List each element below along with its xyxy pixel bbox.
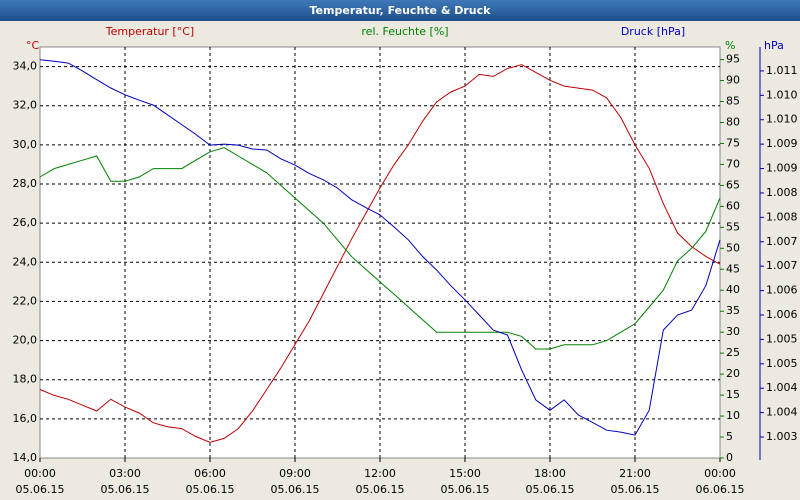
x-tick-label: 15:00: [449, 467, 481, 480]
y3-tick-label: 1.010: [766, 113, 798, 126]
y2-tick-label: 60: [726, 199, 740, 212]
y3-tick-label: 1.005: [766, 357, 798, 370]
y2-tick-label: 75: [726, 136, 740, 149]
y2-tick-label: 5: [726, 430, 733, 443]
x-tick-label: 03:00: [109, 467, 141, 480]
x-tick-label: 21:00: [619, 467, 651, 480]
x-tick-date: 05.06.15: [101, 483, 150, 496]
x-tick-date: 05.06.15: [611, 483, 660, 496]
y2-tick-label: 90: [726, 74, 740, 87]
y2-tick-label: 65: [726, 178, 740, 191]
x-tick-date: 05.06.15: [16, 483, 65, 496]
x-tick-label: 00:00: [704, 467, 736, 480]
x-tick-label: 00:00: [24, 467, 56, 480]
y2-tick-label: 35: [726, 304, 740, 317]
y-tick-label: 28,0: [13, 177, 38, 190]
x-tick-label: 06:00: [194, 467, 226, 480]
y2-tick-label: 30: [726, 325, 740, 338]
y2-tick-label: 80: [726, 115, 740, 128]
y3-tick-label: 1.004: [766, 406, 798, 419]
y2-tick-label: 70: [726, 157, 740, 170]
x-tick-date: 05.06.15: [186, 483, 235, 496]
y-tick-label: 34,0: [13, 60, 38, 73]
y3-tick-label: 1.006: [766, 308, 798, 321]
x-tick-label: 12:00: [364, 467, 396, 480]
y3-tick-label: 1.004: [766, 381, 798, 394]
y3-tick-label: 1.006: [766, 284, 798, 297]
y2-tick-label: 55: [726, 220, 740, 233]
y-tick-label: 22,0: [13, 294, 38, 307]
y2-tick-label: 85: [726, 95, 740, 108]
y3-tick-label: 1.010: [766, 88, 798, 101]
x-tick-date: 05.06.15: [271, 483, 320, 496]
series-line: [39, 59, 721, 436]
chart-title: Temperatur, Feuchte & Druck: [310, 4, 492, 17]
y3-tick-label: 1.007: [766, 235, 798, 248]
y2-tick-label: 20: [726, 367, 740, 380]
y2-tick-label: 45: [726, 262, 740, 275]
y2-tick-label: 15: [726, 388, 740, 401]
y3-tick-label: 1.011: [766, 64, 798, 77]
title-bar: [0, 0, 800, 21]
x-tick-date: 05.06.15: [441, 483, 490, 496]
y3-tick-label: 1.009: [766, 162, 798, 175]
y-tick-label: 20,0: [13, 334, 38, 347]
y-tick-label: 26,0: [13, 216, 38, 229]
y3-tick-label: 1.005: [766, 332, 798, 345]
y2-tick-label: 25: [726, 346, 740, 359]
y2-tick-label: 10: [726, 409, 740, 422]
y3-tick-label: 1.008: [766, 186, 798, 199]
legend-label: Temperatur [°C]: [105, 25, 194, 38]
legend-label: Druck [hPa]: [621, 25, 685, 38]
y3-tick-label: 1.007: [766, 259, 798, 272]
y2-tick-label: 50: [726, 241, 740, 254]
x-tick-label: 18:00: [534, 467, 566, 480]
y3-tick-label: 1.009: [766, 137, 798, 150]
y2-axis-label: %: [725, 39, 735, 52]
y-tick-label: 32,0: [13, 99, 38, 112]
x-tick-date: 05.06.15: [526, 483, 575, 496]
x-tick-date: 06.06.15: [696, 483, 745, 496]
y-axis-label: °C: [26, 39, 40, 52]
y-tick-label: 14,0: [13, 451, 38, 464]
y-tick-label: 24,0: [13, 255, 38, 268]
x-tick-date: 05.06.15: [356, 483, 405, 496]
y-tick-label: 18,0: [13, 373, 38, 386]
x-tick-label: 09:00: [279, 467, 311, 480]
legend-label: rel. Feuchte [%]: [361, 25, 448, 38]
y-tick-label: 16,0: [13, 412, 38, 425]
y2-tick-label: 95: [726, 53, 740, 66]
y-tick-label: 30,0: [13, 138, 38, 151]
y2-tick-label: 0: [726, 451, 733, 464]
series-line: [39, 64, 721, 443]
y3-tick-label: 1.003: [766, 430, 798, 443]
y3-tick-label: 1.008: [766, 210, 798, 223]
y3-axis-label: hPa: [764, 39, 784, 52]
series-line: [39, 147, 721, 350]
y2-tick-label: 40: [726, 283, 740, 296]
